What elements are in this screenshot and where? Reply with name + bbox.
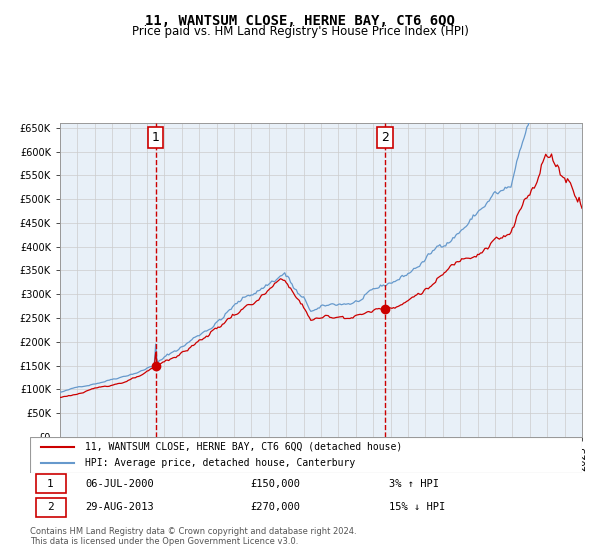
FancyBboxPatch shape xyxy=(35,498,66,517)
Text: 1: 1 xyxy=(152,131,160,144)
Text: HPI: Average price, detached house, Canterbury: HPI: Average price, detached house, Cant… xyxy=(85,458,355,468)
Text: 06-JUL-2000: 06-JUL-2000 xyxy=(85,478,154,488)
FancyBboxPatch shape xyxy=(30,437,582,473)
FancyBboxPatch shape xyxy=(35,474,66,493)
Text: £150,000: £150,000 xyxy=(251,478,301,488)
Text: Price paid vs. HM Land Registry's House Price Index (HPI): Price paid vs. HM Land Registry's House … xyxy=(131,25,469,38)
Text: 2: 2 xyxy=(47,502,54,512)
Text: 11, WANTSUM CLOSE, HERNE BAY, CT6 6QQ (detached house): 11, WANTSUM CLOSE, HERNE BAY, CT6 6QQ (d… xyxy=(85,442,403,452)
Text: Contains HM Land Registry data © Crown copyright and database right 2024.
This d: Contains HM Land Registry data © Crown c… xyxy=(30,526,356,546)
Text: 15% ↓ HPI: 15% ↓ HPI xyxy=(389,502,445,512)
Text: 2: 2 xyxy=(381,131,389,144)
Text: 3% ↑ HPI: 3% ↑ HPI xyxy=(389,478,439,488)
Text: 11, WANTSUM CLOSE, HERNE BAY, CT6 6QQ: 11, WANTSUM CLOSE, HERNE BAY, CT6 6QQ xyxy=(145,14,455,28)
Text: £270,000: £270,000 xyxy=(251,502,301,512)
Text: 1: 1 xyxy=(47,478,54,488)
Text: 29-AUG-2013: 29-AUG-2013 xyxy=(85,502,154,512)
